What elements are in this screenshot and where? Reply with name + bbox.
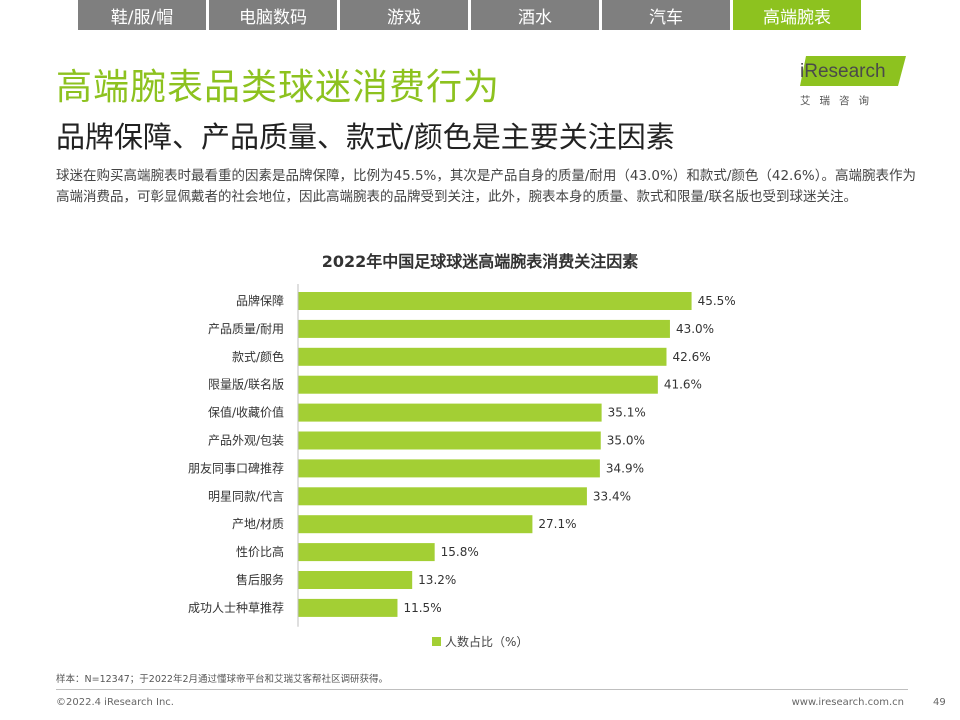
- category-label: 成功人士种草推荐: [188, 601, 284, 615]
- footer-divider: [56, 689, 908, 690]
- category-label: 限量版/联名版: [208, 377, 284, 392]
- chart-legend: 人数占比（%）: [432, 633, 528, 650]
- bar: [298, 571, 413, 589]
- category-label: 保值/收藏价值: [208, 405, 284, 420]
- category-label: 品牌保障: [236, 293, 284, 308]
- bar: [298, 487, 587, 506]
- value-label: 41.6%: [664, 378, 702, 392]
- page-number: 49: [933, 697, 946, 708]
- copyright-text: ©2022.4 iResearch Inc.: [56, 697, 174, 708]
- bar: [298, 403, 602, 422]
- value-label: 35.0%: [607, 434, 645, 448]
- page-title: 高端腕表品类球迷消费行为: [56, 67, 501, 108]
- logo-wordmark: iResearch: [800, 61, 886, 82]
- category-label: 性价比高: [236, 544, 284, 559]
- category-tabs: 鞋/服/帽 电脑数码 游戏 酒水 汽车 高端腕表: [78, 0, 864, 30]
- sample-footnote: 样本：N=12347；于2022年2月通过懂球帝平台和艾瑞艾客帮社区调研获得。: [56, 674, 389, 685]
- tab-auto[interactable]: 汽车: [602, 0, 730, 30]
- bar: [298, 375, 658, 394]
- value-label: 35.1%: [608, 406, 646, 420]
- bar-chart: 品牌保障 45.5% 产品质量/耐用 43.0% 款式/颜色 42.6% 限量版/联名版 41…: [188, 284, 736, 627]
- category-label: 朋友同事口碑推荐: [188, 460, 284, 475]
- value-label: 34.9%: [606, 461, 644, 475]
- logo-chinese: 艾瑞咨询: [800, 95, 878, 107]
- tab-luxury-watch[interactable]: 高端腕表: [733, 0, 861, 30]
- website-url: www.iresearch.com.cn: [791, 697, 904, 708]
- tab-liquor[interactable]: 酒水: [471, 0, 599, 30]
- page-subtitle: 品牌保障、产品质量、款式/颜色是主要关注因素: [56, 120, 675, 154]
- description-text: 球迷在购买高端腕表时最看重的因素是品牌保障，比例为45.5%，其次是产品自身的质…: [56, 168, 917, 205]
- tab-computer-digital[interactable]: 电脑数码: [209, 0, 337, 30]
- tab-shoes-clothing-hats[interactable]: 鞋/服/帽: [78, 0, 206, 30]
- legend-swatch: [432, 637, 441, 646]
- value-label: 11.5%: [403, 601, 441, 615]
- bar: [298, 431, 601, 450]
- bar: [298, 347, 667, 366]
- category-label: 明星同款/代言: [208, 489, 284, 503]
- value-label: 43.0%: [676, 322, 714, 336]
- legend-label: 人数占比（%）: [445, 635, 529, 649]
- bar: [298, 515, 533, 534]
- value-label: 45.5%: [698, 294, 736, 308]
- value-label: 42.6%: [672, 350, 710, 364]
- chart-title: 2022年中国足球球迷高端腕表消费关注因素: [321, 252, 639, 271]
- value-label: 13.2%: [418, 573, 456, 587]
- tab-games[interactable]: 游戏: [340, 0, 468, 30]
- bar: [298, 319, 670, 338]
- iresearch-logo-icon: [800, 56, 906, 86]
- bar: [298, 459, 600, 478]
- value-label: 15.8%: [441, 545, 479, 559]
- category-label: 款式/颜色: [232, 349, 284, 364]
- bar: [298, 292, 692, 310]
- bar: [298, 598, 398, 617]
- category-label: 产品质量/耐用: [208, 322, 284, 336]
- value-label: 27.1%: [538, 517, 576, 531]
- value-label: 33.4%: [593, 489, 631, 503]
- category-label: 售后服务: [236, 572, 284, 587]
- category-label: 产地/材质: [232, 517, 284, 531]
- category-label: 产品外观/包装: [208, 434, 284, 448]
- bar: [298, 543, 435, 562]
